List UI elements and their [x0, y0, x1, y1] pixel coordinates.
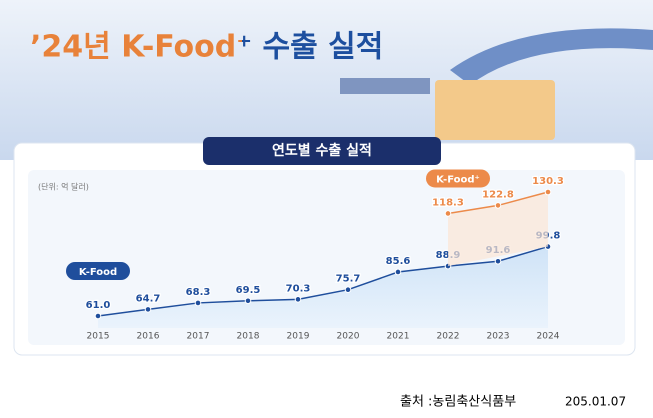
- data-label: 61.0: [86, 300, 111, 311]
- ship: [340, 78, 430, 94]
- area: [98, 246, 548, 328]
- point: [494, 202, 502, 209]
- title: ’24년 K-Food⁺ 수출 실적: [30, 30, 383, 65]
- line: [97, 245, 549, 317]
- data-label: 70.3: [286, 283, 311, 294]
- point: [244, 297, 252, 305]
- data-label: 68.3: [186, 287, 211, 298]
- x-tick-label: 2016: [137, 332, 160, 342]
- x-tick-label: 2019: [287, 332, 310, 342]
- point: [94, 312, 102, 320]
- subtitle: 연도별 수출 실적: [272, 142, 372, 159]
- source: 출처 :농림축산식품부: [400, 395, 516, 410]
- point: [544, 188, 552, 196]
- x-tick-label: 2023: [487, 332, 510, 342]
- point: [394, 268, 402, 276]
- x-tick-label: 2024: [537, 332, 560, 342]
- legend-label: K-Food⁺: [436, 174, 480, 185]
- legend-tag: [426, 169, 490, 188]
- x-tick-label: 2015: [87, 332, 110, 342]
- x-tick-label: 2018: [237, 332, 260, 342]
- bridge: [450, 28, 653, 85]
- banner: [0, 0, 653, 160]
- truck: [435, 80, 555, 140]
- legend-tag: [66, 262, 130, 280]
- x-tick-label: 2022: [437, 332, 460, 342]
- data-label: 122.8: [482, 189, 514, 200]
- data-label: 85.6: [386, 256, 411, 267]
- point: [144, 306, 152, 313]
- point: [344, 286, 352, 293]
- data-label: 130.3: [532, 176, 564, 187]
- point: [444, 210, 452, 217]
- point: [494, 257, 502, 265]
- point: [294, 296, 302, 303]
- data-label: 75.7: [336, 274, 361, 285]
- x-tick-label: 2020: [337, 332, 360, 342]
- data-label: 118.3: [432, 197, 464, 208]
- unit-note: (단위: 억 달러): [38, 182, 89, 192]
- data-label: 69.5: [236, 285, 261, 296]
- x-tick-label: 2017: [187, 332, 210, 342]
- subtitle-pill: [203, 137, 441, 165]
- date: 205.01.07: [565, 395, 626, 409]
- point: [194, 299, 202, 307]
- legend-label: K-Food: [79, 267, 117, 278]
- area: [448, 192, 548, 267]
- x-tick-label: 2021: [387, 332, 410, 342]
- data-label: 64.7: [136, 293, 161, 304]
